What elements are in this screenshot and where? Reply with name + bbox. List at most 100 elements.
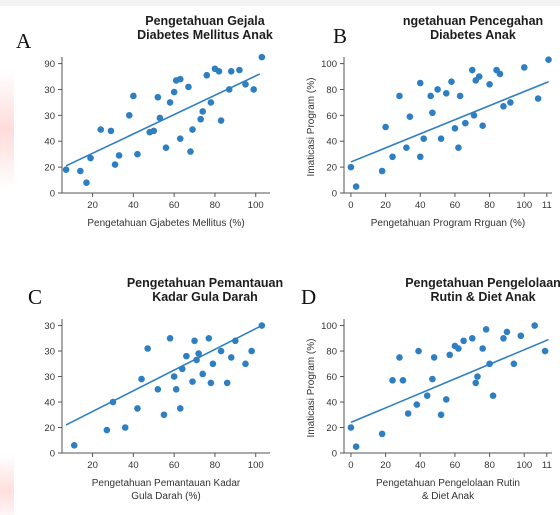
chart-title: Pengetahuan Pemantauan Kadar Gula Darah [100, 276, 310, 304]
data-point [486, 80, 493, 88]
chart-title: Pengetahuan Gejala Diabetes Mellitus Anak [100, 14, 310, 42]
y-tick-label: 20 [44, 423, 55, 434]
data-point [195, 350, 202, 357]
y-tick-label: 80 [326, 85, 337, 96]
y-tick-label: 40 [326, 398, 337, 409]
data-point [258, 322, 266, 329]
y-tick-label: 40 [44, 137, 55, 148]
data-point [389, 377, 396, 384]
data-point [416, 79, 424, 87]
chart-title-line: Pengetahuan Pemantauan [126, 276, 284, 290]
data-point [199, 370, 207, 378]
y-tick-label: 20 [326, 163, 337, 174]
data-point [448, 78, 455, 86]
x-axis-label: Pengetahuan Pemantauan Kadar [92, 478, 241, 489]
data-point [455, 144, 462, 152]
x-tick-label: 11 [542, 460, 552, 471]
data-point [227, 354, 235, 361]
data-point [130, 92, 137, 100]
x-tick-label: 40 [415, 200, 426, 211]
data-point [77, 167, 84, 175]
data-point [442, 90, 450, 97]
data-point [115, 152, 123, 159]
data-point [242, 360, 249, 368]
data-point [223, 379, 231, 387]
data-point [470, 112, 478, 119]
data-point [134, 405, 141, 412]
data-point [248, 347, 255, 355]
y-tick-label: 60 [326, 372, 337, 383]
chart-title-line: Kadar Gula Darah [152, 290, 258, 304]
data-point [437, 411, 445, 419]
data-point [160, 411, 168, 419]
data-point [217, 117, 225, 124]
data-point [232, 337, 239, 345]
data-point [189, 126, 196, 133]
data-point [404, 410, 412, 417]
data-point [500, 102, 507, 110]
x-tick-label: 40 [415, 460, 426, 471]
data-point [500, 334, 507, 342]
data-point [517, 332, 525, 340]
data-point [541, 347, 549, 355]
y-tick-label: 30 [44, 85, 55, 96]
data-point [176, 75, 184, 83]
panel-letter: C [28, 285, 43, 309]
y-axis-label: Imaticasi Program (%) [306, 78, 317, 177]
x-tick-label: 20 [380, 460, 391, 471]
data-point [209, 360, 217, 368]
x-tick-label: 40 [128, 460, 139, 471]
data-point [482, 326, 490, 333]
panel-letter: A [16, 29, 32, 53]
data-point [429, 375, 436, 383]
data-point [520, 64, 528, 71]
data-point [172, 385, 180, 393]
x-tick-label: 80 [210, 460, 221, 471]
y-tick-label: 0 [50, 449, 55, 460]
data-point [111, 161, 119, 168]
data-point [197, 115, 204, 123]
y-tick-label: 20 [44, 163, 55, 174]
x-tick-label: 80 [484, 200, 495, 211]
data-point [442, 396, 450, 403]
data-point [207, 99, 215, 106]
data-point [199, 108, 207, 115]
data-point [154, 385, 162, 393]
data-point [97, 126, 105, 133]
data-point [503, 328, 511, 336]
x-tick-label: 20 [380, 200, 391, 211]
data-point [510, 360, 518, 368]
data-point [475, 73, 483, 80]
data-point [103, 426, 111, 434]
x-tick-label: 80 [484, 460, 495, 471]
chart-title-line: Rutin & Diet Anak [430, 290, 536, 304]
data-point [489, 392, 497, 399]
data-point [455, 345, 462, 352]
data-point [352, 443, 360, 450]
trend-line [65, 324, 263, 426]
chart-title-line: Pengetahuan Pengelolaan [405, 276, 560, 290]
data-point [406, 113, 414, 120]
data-point [437, 135, 445, 142]
data-point [378, 430, 386, 438]
x-tick-label: 40 [128, 200, 139, 211]
data-point [83, 179, 90, 186]
chart-title: Pengetahuan Pengelolaan Rutin & Diet Anak [378, 276, 560, 304]
data-point [545, 56, 552, 64]
data-point [382, 123, 389, 131]
data-point [496, 70, 504, 78]
x-tick-label: 11 [542, 200, 552, 211]
x-tick-label: 60 [450, 200, 461, 211]
data-point [430, 354, 438, 361]
data-point [389, 153, 396, 161]
data-point [429, 109, 436, 117]
y-tick-label: 30 [44, 372, 55, 383]
data-point [236, 66, 243, 74]
data-point [347, 163, 355, 171]
data-point [176, 405, 184, 412]
data-point [534, 95, 542, 102]
data-point [479, 345, 486, 352]
y-tick-label: 100 [321, 59, 337, 70]
x-tick-label: 60 [169, 200, 180, 211]
data-point [166, 334, 174, 342]
